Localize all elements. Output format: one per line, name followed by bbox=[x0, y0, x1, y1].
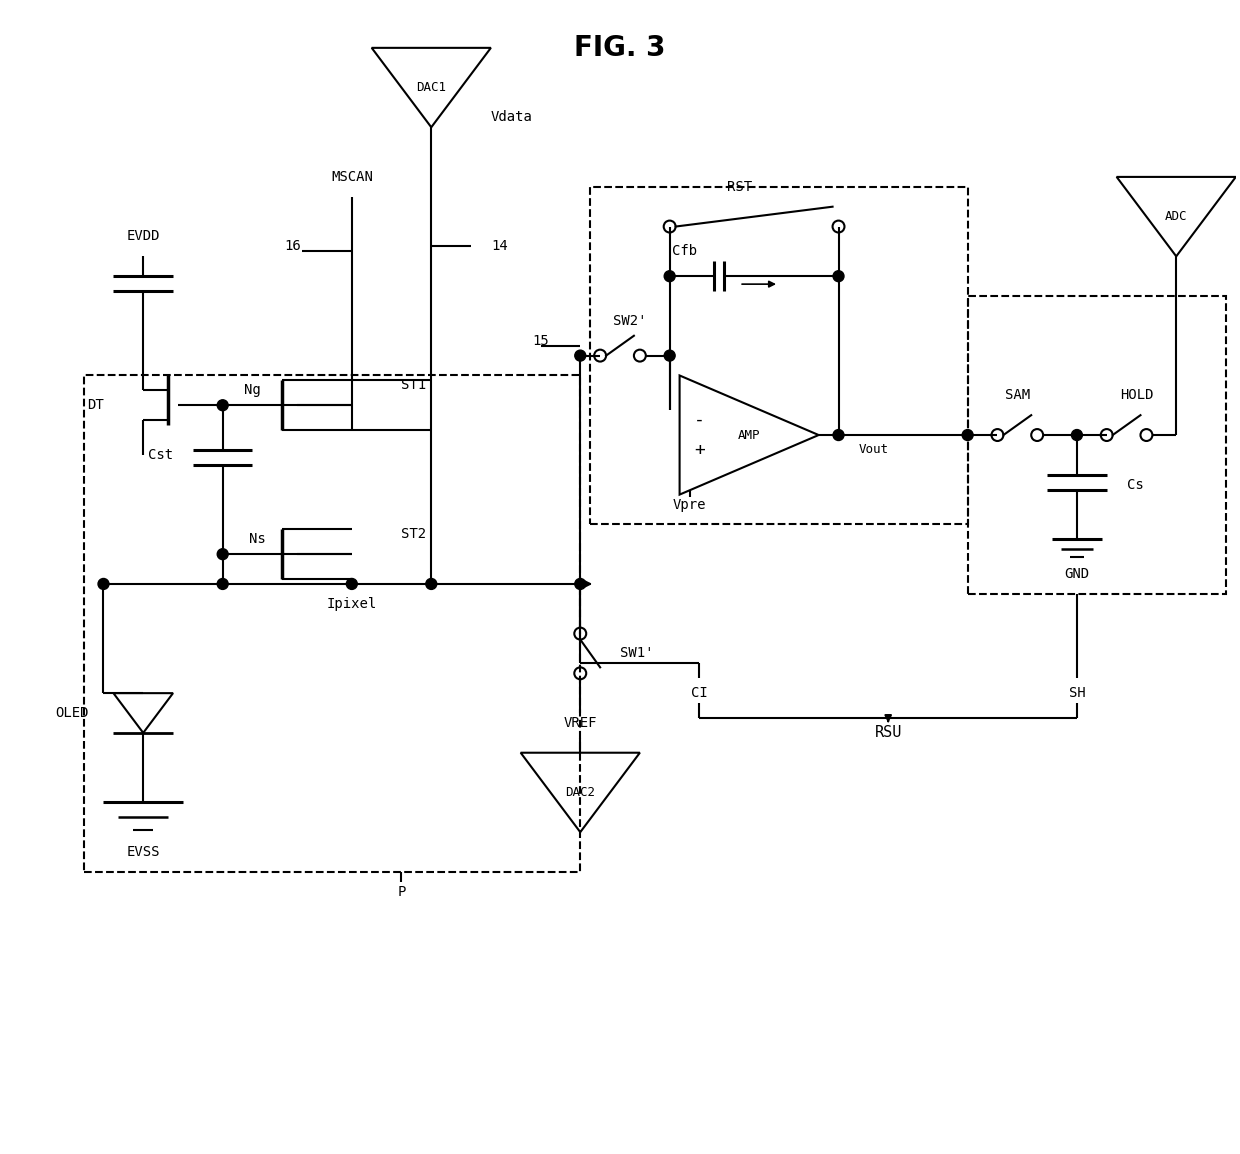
Circle shape bbox=[665, 271, 675, 282]
Text: Vpre: Vpre bbox=[673, 497, 707, 511]
Text: ST2: ST2 bbox=[402, 527, 427, 541]
Text: 16: 16 bbox=[284, 239, 300, 254]
Text: Vdata: Vdata bbox=[491, 111, 533, 125]
Circle shape bbox=[833, 271, 844, 282]
Text: -: - bbox=[694, 411, 704, 429]
Text: +: + bbox=[694, 441, 704, 459]
Text: Cs: Cs bbox=[1127, 478, 1143, 492]
Text: RSU: RSU bbox=[874, 726, 901, 741]
Text: Cst: Cst bbox=[148, 448, 174, 462]
Text: FIG. 3: FIG. 3 bbox=[574, 33, 666, 62]
Bar bbox=[83, 375, 580, 872]
Bar bbox=[967, 297, 1226, 594]
Text: SH: SH bbox=[1069, 687, 1085, 700]
Text: P: P bbox=[397, 885, 405, 899]
Circle shape bbox=[217, 578, 228, 590]
Circle shape bbox=[217, 548, 228, 560]
Text: VREF: VREF bbox=[563, 715, 596, 730]
Text: AMP: AMP bbox=[738, 428, 760, 442]
Text: EVSS: EVSS bbox=[126, 845, 160, 859]
Circle shape bbox=[575, 350, 585, 361]
Text: DAC1: DAC1 bbox=[417, 81, 446, 95]
Text: OLED: OLED bbox=[55, 706, 88, 720]
Text: Ipixel: Ipixel bbox=[326, 597, 377, 610]
Text: CI: CI bbox=[691, 687, 708, 700]
Text: MSCAN: MSCAN bbox=[331, 170, 373, 183]
Text: 15: 15 bbox=[532, 334, 549, 347]
Text: Cfb: Cfb bbox=[672, 245, 697, 258]
Text: Ng: Ng bbox=[244, 383, 260, 397]
Text: Vout: Vout bbox=[858, 443, 888, 457]
Text: ST1: ST1 bbox=[402, 379, 427, 392]
Text: GND: GND bbox=[1064, 567, 1090, 580]
Text: RST: RST bbox=[727, 180, 751, 194]
Circle shape bbox=[425, 578, 436, 590]
Circle shape bbox=[217, 399, 228, 411]
Text: ADC: ADC bbox=[1166, 210, 1188, 223]
Text: Ns: Ns bbox=[249, 532, 265, 546]
Circle shape bbox=[1071, 429, 1083, 441]
Text: HOLD: HOLD bbox=[1120, 389, 1153, 403]
Circle shape bbox=[575, 578, 585, 590]
Bar bbox=[590, 187, 967, 524]
Circle shape bbox=[833, 429, 844, 441]
Text: SAM: SAM bbox=[1004, 389, 1030, 403]
Text: SW1': SW1' bbox=[620, 646, 653, 660]
Circle shape bbox=[962, 429, 973, 441]
Circle shape bbox=[98, 578, 109, 590]
Text: DT: DT bbox=[87, 398, 103, 412]
Circle shape bbox=[346, 578, 357, 590]
Text: SW2': SW2' bbox=[614, 314, 647, 328]
Circle shape bbox=[665, 350, 675, 361]
Text: 14: 14 bbox=[491, 239, 507, 254]
Text: EVDD: EVDD bbox=[126, 230, 160, 243]
Text: DAC2: DAC2 bbox=[565, 786, 595, 799]
